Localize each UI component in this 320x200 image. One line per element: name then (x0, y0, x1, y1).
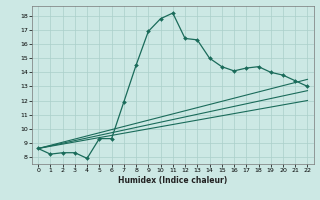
X-axis label: Humidex (Indice chaleur): Humidex (Indice chaleur) (118, 176, 228, 185)
